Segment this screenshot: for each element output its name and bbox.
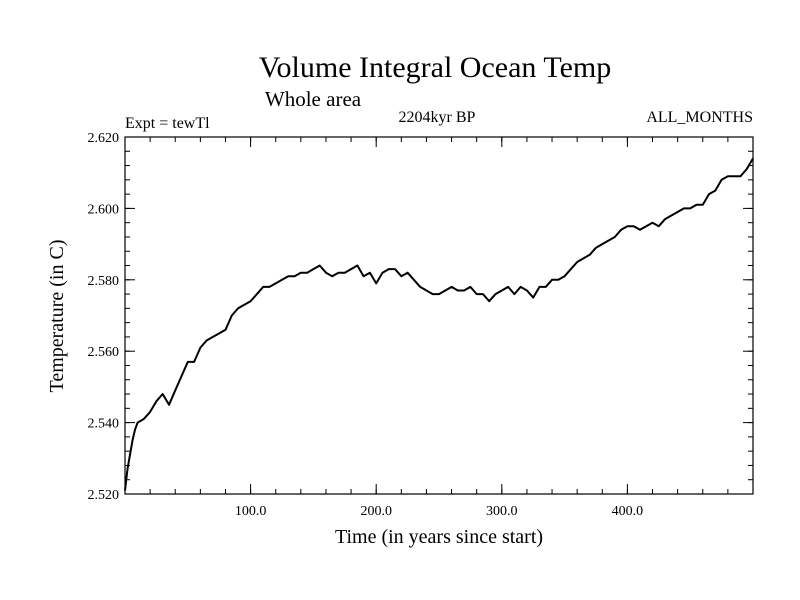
experiment-label: Expt = tewTl — [125, 115, 210, 132]
period-label: 2204kyr BP — [399, 109, 476, 126]
tick-labels: 100.0 200.0 300.0 400.0 2.520 2.540 2.560 2.580… — [88, 131, 644, 519]
x-tick-label: 200.0 — [360, 504, 392, 519]
y-tick-label: 2.540 — [88, 417, 120, 432]
y-tick-label: 2.620 — [88, 131, 120, 146]
y-tick-label: 2.520 — [88, 488, 120, 503]
y-tick-label: 2.580 — [88, 274, 120, 289]
x-tick-label: 100.0 — [235, 504, 267, 519]
x-axis-label: Time (in years since start) — [335, 526, 543, 548]
chart-title: Volume Integral Ocean Temp — [259, 51, 612, 84]
y-tick-label: 2.560 — [88, 345, 120, 360]
temperature-series-line — [124, 157, 754, 491]
months-label: ALL_MONTHS — [646, 109, 753, 126]
y-axis-label: Temperature (in C) — [46, 240, 68, 393]
x-tick-label: 400.0 — [612, 504, 644, 519]
plot-frame — [124, 136, 754, 495]
y-tick-label: 2.600 — [88, 202, 120, 217]
chart-subtitle: Whole area — [265, 87, 362, 111]
x-tick-label: 300.0 — [486, 504, 518, 519]
